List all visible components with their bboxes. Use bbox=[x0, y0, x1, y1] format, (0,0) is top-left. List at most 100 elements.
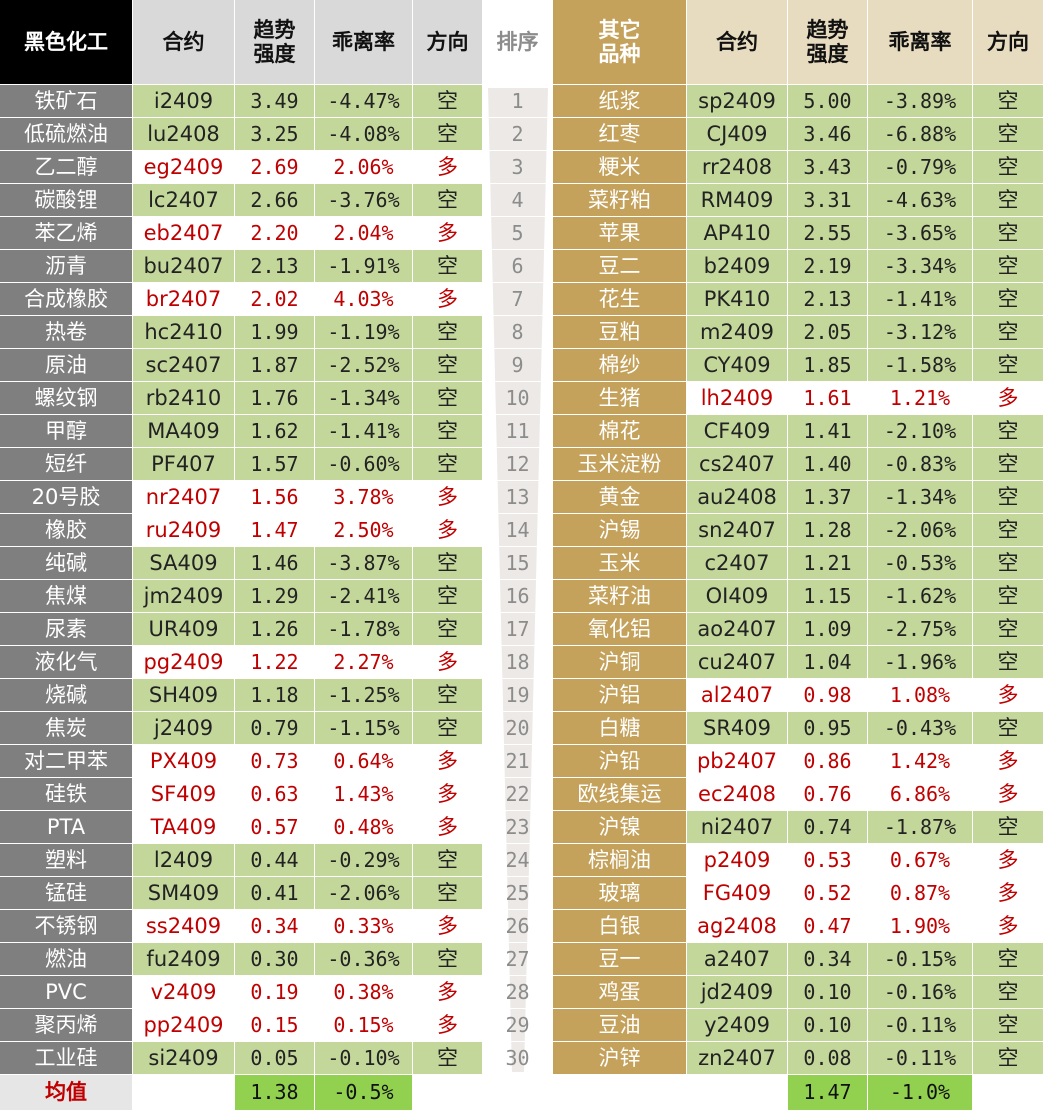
deviation: -0.36% bbox=[315, 943, 413, 976]
deviation: -1.91% bbox=[315, 250, 413, 283]
category-name: 纸浆 bbox=[553, 85, 687, 118]
deviation: 0.87% bbox=[868, 877, 973, 910]
trend-strength: 2.19 bbox=[788, 250, 868, 283]
category-name: 沥青 bbox=[0, 250, 133, 283]
rank-number: 30 bbox=[483, 1042, 553, 1075]
empty-cell bbox=[687, 1075, 788, 1111]
direction: 空 bbox=[413, 415, 483, 448]
rank-number: 2 bbox=[483, 118, 553, 151]
direction: 多 bbox=[413, 217, 483, 250]
direction: 多 bbox=[413, 811, 483, 844]
contract: nr2407 bbox=[133, 481, 235, 514]
category-name: 对二甲苯 bbox=[0, 745, 133, 778]
category-name: 塑料 bbox=[0, 844, 133, 877]
direction: 空 bbox=[973, 217, 1044, 250]
direction: 空 bbox=[413, 943, 483, 976]
deviation: -1.19% bbox=[315, 316, 413, 349]
trend-strength: 1.18 bbox=[235, 679, 315, 712]
trend-strength: 0.86 bbox=[788, 745, 868, 778]
direction: 多 bbox=[413, 976, 483, 1009]
trend-strength: 0.53 bbox=[788, 844, 868, 877]
contract: FG409 bbox=[687, 877, 788, 910]
header-trend-strength: 趋势 强度 bbox=[235, 0, 315, 85]
deviation: -3.89% bbox=[868, 85, 973, 118]
rank-number: 13 bbox=[483, 481, 553, 514]
category-name: 硅铁 bbox=[0, 778, 133, 811]
contract: AP410 bbox=[687, 217, 788, 250]
contract: pb2407 bbox=[687, 745, 788, 778]
header-trend-strength: 趋势 强度 bbox=[788, 0, 868, 85]
trend-strength: 2.13 bbox=[788, 283, 868, 316]
trend-strength: 0.52 bbox=[788, 877, 868, 910]
category-name: 沪铜 bbox=[553, 646, 687, 679]
rank-number: 26 bbox=[483, 910, 553, 943]
direction: 空 bbox=[973, 1009, 1044, 1042]
trend-strength: 1.04 bbox=[788, 646, 868, 679]
category-name: 沪锌 bbox=[553, 1042, 687, 1075]
deviation: -1.78% bbox=[315, 613, 413, 646]
deviation: -1.58% bbox=[868, 349, 973, 382]
trend-strength: 1.62 bbox=[235, 415, 315, 448]
contract: j2409 bbox=[133, 712, 235, 745]
direction: 空 bbox=[413, 184, 483, 217]
deviation: -0.79% bbox=[868, 151, 973, 184]
header-deviation: 乖离率 bbox=[315, 0, 413, 85]
rank-number: 17 bbox=[483, 613, 553, 646]
deviation: 2.06% bbox=[315, 151, 413, 184]
header-contract: 合约 bbox=[133, 0, 235, 85]
trend-strength: 0.44 bbox=[235, 844, 315, 877]
contract: cs2407 bbox=[687, 448, 788, 481]
trend-strength: 1.15 bbox=[788, 580, 868, 613]
deviation: -0.11% bbox=[868, 1009, 973, 1042]
direction: 空 bbox=[413, 448, 483, 481]
trend-strength: 0.34 bbox=[235, 910, 315, 943]
deviation: -4.08% bbox=[315, 118, 413, 151]
contract: SM409 bbox=[133, 877, 235, 910]
trend-strength: 1.09 bbox=[788, 613, 868, 646]
deviation: -2.06% bbox=[315, 877, 413, 910]
direction: 多 bbox=[413, 778, 483, 811]
category-name: 橡胶 bbox=[0, 514, 133, 547]
deviation: -0.10% bbox=[315, 1042, 413, 1075]
trend-strength: 0.15 bbox=[235, 1009, 315, 1042]
contract: au2408 bbox=[687, 481, 788, 514]
contract: ni2407 bbox=[687, 811, 788, 844]
category-name: 不锈钢 bbox=[0, 910, 133, 943]
category-name: 白糖 bbox=[553, 712, 687, 745]
deviation: -2.52% bbox=[315, 349, 413, 382]
direction: 空 bbox=[413, 118, 483, 151]
contract: OI409 bbox=[687, 580, 788, 613]
trend-strength: 3.31 bbox=[788, 184, 868, 217]
category-name: 热卷 bbox=[0, 316, 133, 349]
header-direction: 方向 bbox=[413, 0, 483, 85]
trend-strength: 2.05 bbox=[788, 316, 868, 349]
rank-header: 排序 bbox=[483, 0, 553, 85]
rank-number: 12 bbox=[483, 448, 553, 481]
contract: SR409 bbox=[687, 712, 788, 745]
contract: c2407 bbox=[687, 547, 788, 580]
contract: ss2409 bbox=[133, 910, 235, 943]
trend-strength: 2.69 bbox=[235, 151, 315, 184]
header-contract: 合约 bbox=[687, 0, 788, 85]
contract: SF409 bbox=[133, 778, 235, 811]
direction: 多 bbox=[973, 745, 1044, 778]
trend-strength: 1.61 bbox=[788, 382, 868, 415]
deviation: -3.87% bbox=[315, 547, 413, 580]
direction: 空 bbox=[973, 481, 1044, 514]
contract: ag2408 bbox=[687, 910, 788, 943]
direction: 多 bbox=[973, 778, 1044, 811]
category-name: 玉米 bbox=[553, 547, 687, 580]
contract: l2409 bbox=[133, 844, 235, 877]
category-name: 焦炭 bbox=[0, 712, 133, 745]
category-name: 鸡蛋 bbox=[553, 976, 687, 1009]
contract: sp2409 bbox=[687, 85, 788, 118]
contract: br2407 bbox=[133, 283, 235, 316]
trend-strength: 1.37 bbox=[788, 481, 868, 514]
trend-strength: 2.55 bbox=[788, 217, 868, 250]
category-name: PTA bbox=[0, 811, 133, 844]
trend-strength: 2.66 bbox=[235, 184, 315, 217]
contract: eg2409 bbox=[133, 151, 235, 184]
direction: 空 bbox=[973, 184, 1044, 217]
empty-cell bbox=[133, 1075, 235, 1111]
